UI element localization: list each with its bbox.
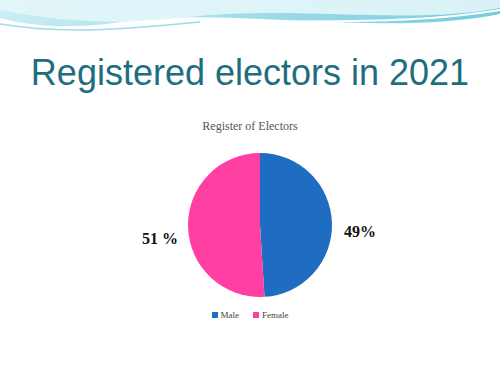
html-text:Register of Electors: Register of Electors bbox=[202, 119, 298, 133]
html-text:Female: Female bbox=[262, 310, 289, 320]
svg-text:49%: 49% bbox=[344, 223, 376, 240]
html-text:Registered electors in 2021: Registered electors in 2021 bbox=[30, 52, 470, 93]
html-text:Male: Male bbox=[220, 310, 239, 320]
svg-text:51 %: 51 % bbox=[142, 230, 178, 247]
